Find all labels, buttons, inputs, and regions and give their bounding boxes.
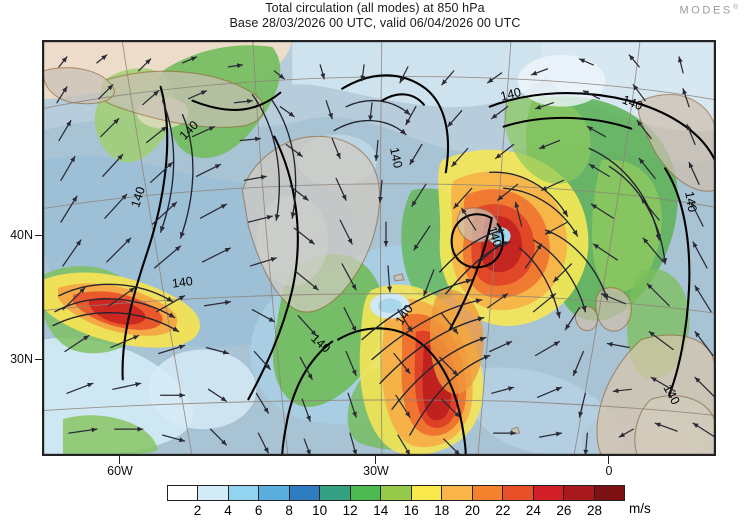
contour-label: 140	[499, 85, 523, 104]
streamline-arrows-layer	[52, 94, 668, 436]
colorbar-tick-10: 10	[312, 503, 328, 518]
colorbar-tick-22: 22	[495, 503, 511, 518]
colorbar-swatches	[167, 485, 625, 501]
x-tick-mark-60w	[119, 456, 121, 464]
registered-mark-icon: ®	[732, 4, 738, 11]
colorbar-tick-14: 14	[373, 503, 389, 518]
colorbar: 2 4 6 8 10 12 14 16 18 20 22 24 26 28	[167, 485, 625, 521]
y-tick-mark-30n	[35, 359, 43, 361]
graticule-layer	[43, 41, 715, 455]
colorbar-tick-6: 6	[254, 503, 263, 518]
chart-title: Total circulation (all modes) at 850 hPa	[265, 1, 485, 15]
colorbar-segment-9	[442, 486, 473, 500]
colorbar-segment-2	[228, 486, 260, 500]
contour-label: 140	[128, 185, 148, 209]
modes-logo: MODES®	[679, 4, 738, 17]
colorbar-segment-7	[381, 486, 412, 500]
colorbar-tick-4: 4	[224, 503, 232, 518]
contour-label: 140	[387, 146, 405, 169]
x-tick-label-60w: 60W	[107, 464, 133, 478]
colorbar-segment-12	[533, 486, 565, 500]
colorbar-segment-6	[350, 486, 382, 500]
colorbar-segment-8	[411, 486, 443, 500]
colorbar-tick-18: 18	[434, 503, 450, 518]
x-tick-mark-30w	[375, 456, 377, 464]
colorbar-segment-10	[472, 486, 504, 500]
colorbar-tick-2: 2	[193, 503, 202, 518]
colorbar-tick-labels: 2 4 6 8 10 12 14 16 18 20 22 24 26 28	[167, 503, 625, 521]
contour-layer	[121, 74, 715, 455]
colorbar-segment-3	[259, 486, 290, 500]
colorbar-tick-16: 16	[403, 503, 419, 518]
colorbar-tick-24: 24	[525, 503, 541, 518]
colorbar-tick-12: 12	[342, 503, 358, 518]
title-block: Total circulation (all modes) at 850 hPa…	[0, 1, 750, 31]
x-tick-mark-0	[608, 456, 610, 464]
colorbar-tick-20: 20	[464, 503, 480, 518]
x-tick-label-0: 0	[605, 464, 613, 478]
colorbar-segment-14	[594, 486, 625, 500]
map-plot-area: 140 140 140 140 140 140 140 140 140 140 …	[42, 40, 716, 456]
x-tick-label-30w: 30W	[363, 464, 389, 478]
y-tick-mark-40n	[35, 235, 43, 237]
colorbar-segment-13	[564, 486, 595, 500]
colorbar-segment-5	[320, 486, 351, 500]
colorbar-segment-1	[198, 486, 229, 500]
modes-logo-text: MODES	[679, 4, 733, 17]
colorbar-segment-0	[168, 486, 199, 500]
colorbar-tick-26: 26	[556, 503, 572, 518]
y-tick-label-40n: 40N	[10, 228, 33, 242]
y-tick-label-30n: 30N	[10, 352, 33, 366]
colorbar-unit-label: m/s	[629, 501, 651, 516]
colorbar-segment-11	[503, 486, 534, 500]
contour-label: 140	[171, 274, 194, 291]
colorbar-segment-4	[289, 486, 321, 500]
colorbar-tick-8: 8	[285, 503, 293, 518]
colorbar-tick-28: 28	[586, 503, 602, 518]
map-canvas: 140 140 140 140 140 140 140 140 140 140 …	[43, 41, 715, 455]
chart-subtitle: Base 28/03/2026 00 UTC, valid 06/04/2026…	[229, 16, 521, 30]
